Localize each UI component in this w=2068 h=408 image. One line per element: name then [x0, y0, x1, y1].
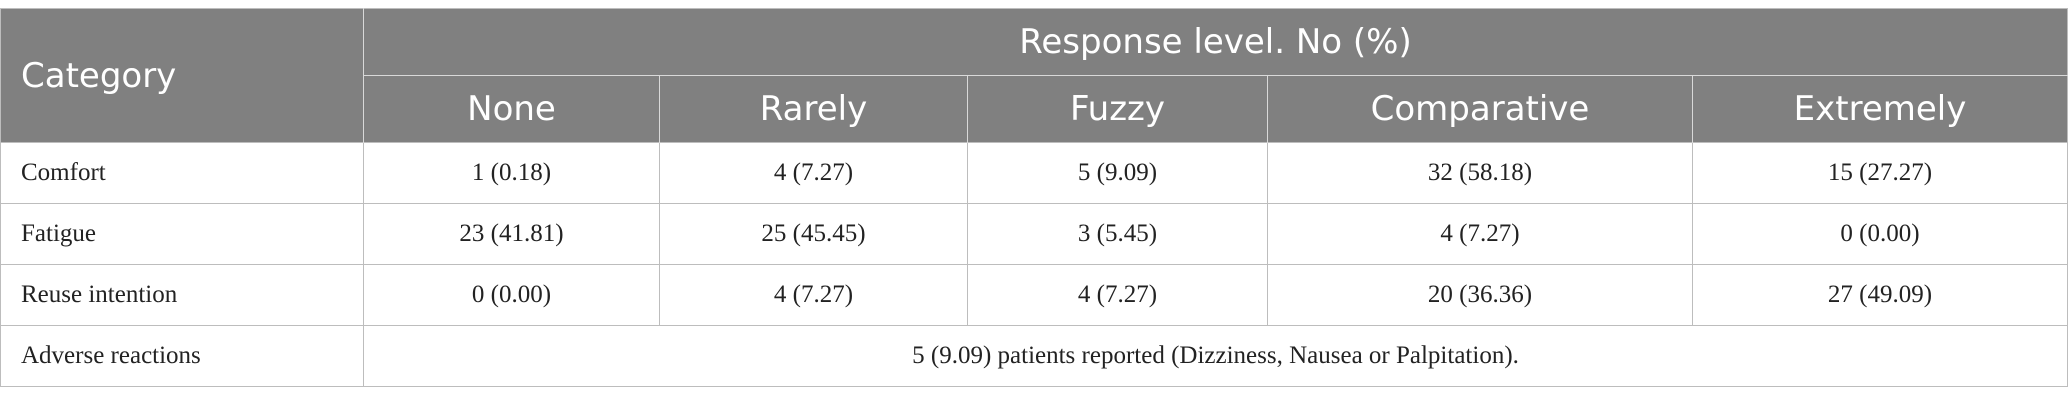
row-label: Comfort — [0, 142, 364, 204]
level-header-fuzzy: Fuzzy — [967, 75, 1268, 143]
table-row: Fatigue 23 (41.81) 25 (45.45) 3 (5.45) 4… — [0, 203, 2068, 265]
level-header-none: None — [363, 75, 660, 143]
row-label: Reuse intention — [0, 264, 364, 326]
table-cell: 3 (5.45) — [967, 203, 1268, 265]
category-column-header: Category — [0, 8, 364, 143]
table-cell: 0 (0.00) — [363, 264, 660, 326]
row-label: Fatigue — [0, 203, 364, 265]
table-cell: 4 (7.27) — [967, 264, 1268, 326]
table-body: Comfort 1 (0.18) 4 (7.27) 5 (9.09) 32 (5… — [0, 142, 2068, 387]
table-cell: 15 (27.27) — [1691, 142, 2068, 204]
table-cell: 1 (0.18) — [363, 142, 660, 204]
table-cell: 27 (49.09) — [1691, 264, 2068, 326]
level-header-rarely: Rarely — [659, 75, 968, 143]
results-table-container: Category Response level. No (%) None Rar… — [0, 8, 2068, 387]
response-level-table: Category Response level. No (%) None Rar… — [0, 8, 2068, 387]
table-row-adverse: Adverse reactions 5 (9.09) patients repo… — [0, 325, 2068, 387]
table-cell: 20 (36.36) — [1267, 264, 1693, 326]
table-cell: 4 (7.27) — [659, 264, 968, 326]
table-row: Reuse intention 0 (0.00) 4 (7.27) 4 (7.2… — [0, 264, 2068, 326]
table-cell: 0 (0.00) — [1691, 203, 2068, 265]
level-header-extremely: Extremely — [1691, 75, 2068, 143]
response-level-header: Response level. No (%) — [362, 8, 2068, 76]
table-cell: 23 (41.81) — [363, 203, 660, 265]
table-row: Comfort 1 (0.18) 4 (7.27) 5 (9.09) 32 (5… — [0, 142, 2068, 204]
table-cell: 25 (45.45) — [659, 203, 968, 265]
adverse-reactions-cell: 5 (9.09) patients reported (Dizziness, N… — [362, 325, 2068, 387]
table-header: Category Response level. No (%) None Rar… — [0, 8, 2068, 143]
table-cell: 32 (58.18) — [1267, 142, 1693, 204]
table-cell: 4 (7.27) — [1267, 203, 1693, 265]
row-label: Adverse reactions — [0, 325, 364, 387]
table-cell: 5 (9.09) — [967, 142, 1268, 204]
level-header-comparative: Comparative — [1267, 75, 1693, 143]
table-cell: 4 (7.27) — [659, 142, 968, 204]
